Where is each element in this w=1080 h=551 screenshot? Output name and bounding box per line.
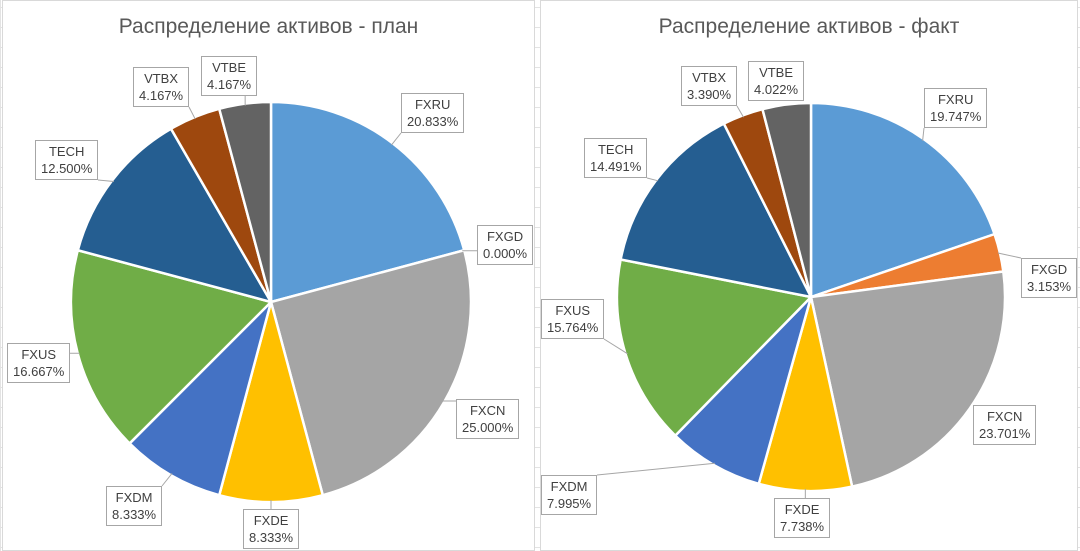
data-label-value: 20.833% [407,114,459,129]
data-label-value: 15.764% [547,320,599,335]
leader-line-fact-fxdm [596,462,716,476]
data-label-fact-fxcn[interactable]: FXCN 23.701% [973,405,1037,445]
data-label-value: 12.500% [41,161,93,176]
data-label-value: 7.738% [780,519,825,534]
chart-fact[interactable]: Распределение активов - факт FXRU 19.747%… [540,0,1078,551]
pie-slice-plan-fxus[interactable] [69,248,273,445]
data-label-category: FXGD [1030,262,1068,277]
chart-title-plan: Распределение активов - план [118,15,419,38]
data-label-category: FXDE [253,513,289,528]
data-label-category: FXUS [555,303,590,318]
data-label-plan-fxus[interactable]: FXUS 16.667% [7,343,71,383]
leader-line-fact-fxru [922,127,925,141]
data-label-fact-fxdm[interactable]: FXDM 7.995% [541,475,598,515]
data-label-plan-fxdm[interactable]: FXDM 8.333% [106,486,163,526]
leader-line-plan-fxru [391,132,402,146]
pie-slice-fact-fxcn[interactable] [809,270,1007,488]
data-label-value: 4.167% [207,77,252,92]
data-label-value: 7.995% [547,496,592,511]
data-label-value: 3.153% [1027,279,1072,294]
data-label-plan-fxde[interactable]: FXDE 8.333% [243,509,300,549]
data-label-fact-vtbe[interactable]: VTBE 4.022% [748,61,805,101]
pie-slice-plan-tech[interactable] [76,127,273,304]
leader-line-fact-vtbx [736,105,744,118]
data-label-value: 14.491% [590,159,642,174]
data-label-value: 4.022% [754,82,799,97]
data-label-plan-fxcn[interactable]: FXCN 25.000% [456,399,520,439]
data-label-value: 3.390% [687,87,732,102]
data-label-category: TECH [48,144,85,159]
data-label-value: 23.701% [979,426,1031,441]
data-label-category: VTBX [692,70,727,85]
data-label-category: FXRU [414,97,451,112]
pie-slice-fact-fxru[interactable] [809,101,996,299]
data-label-value: 16.667% [13,364,65,379]
data-label-value: 4.167% [139,88,184,103]
data-label-category: VTBE [212,60,247,75]
pie-slice-fact-vtbe[interactable] [761,101,813,299]
data-label-category: FXGD [486,229,524,244]
data-label-category: FXUS [21,347,56,362]
data-label-category: FXCN [986,409,1023,424]
data-label-category: FXDE [784,502,820,517]
pie-slice-plan-fxcn[interactable] [269,248,473,497]
data-label-value: 8.333% [249,530,294,545]
data-label-plan-vtbe[interactable]: VTBE 4.167% [201,56,258,96]
leader-line-fact-fxgd [997,252,1022,259]
pie-slice-fact-tech[interactable] [619,122,813,299]
data-label-category: TECH [597,142,634,157]
data-label-category: VTBX [144,71,179,86]
pie-svg-plan [69,96,477,509]
data-label-fact-fxus[interactable]: FXUS 15.764% [541,299,605,339]
chart-title-fact: Распределение активов - факт [658,15,960,38]
data-label-plan-vtbx[interactable]: VTBX 4.167% [133,67,190,107]
data-label-fact-fxru[interactable]: FXRU 19.747% [924,88,988,128]
leader-line-plan-fxdm [161,473,173,487]
data-label-plan-tech[interactable]: TECH 12.500% [35,140,99,180]
data-label-fact-vtbx[interactable]: VTBX 3.390% [681,66,738,106]
leader-line-plan-vtbx [188,106,196,120]
pie-svg-fact [596,101,1022,498]
data-label-value: 0.000% [483,246,528,261]
data-label-fact-fxgd[interactable]: FXGD 3.153% [1021,258,1078,298]
chart-plan[interactable]: Распределение активов - план FXRU 20.833%… [2,0,535,551]
pie-slice-fact-fxdm[interactable] [674,295,813,486]
data-label-category: FXCN [469,403,506,418]
leader-line-plan-tech [97,179,114,182]
pie-slice-fact-fxus[interactable] [615,258,813,437]
data-label-value: 19.747% [930,109,982,124]
leader-line-fact-tech [646,177,659,182]
data-label-fact-fxde[interactable]: FXDE 7.738% [774,498,831,538]
data-label-category: FXRU [937,92,974,107]
data-label-category: FXDM [115,490,153,505]
data-label-fact-tech[interactable]: TECH 14.491% [584,138,648,178]
data-label-value: 25.000% [462,420,514,435]
data-label-value: 8.333% [112,507,157,522]
data-label-plan-fxgd[interactable]: FXGD 0.000% [477,225,534,265]
data-label-category: FXDM [550,479,588,494]
leader-line-fact-fxus [603,338,628,355]
data-label-plan-fxru[interactable]: FXRU 20.833% [401,93,465,133]
data-label-category: VTBE [759,65,794,80]
